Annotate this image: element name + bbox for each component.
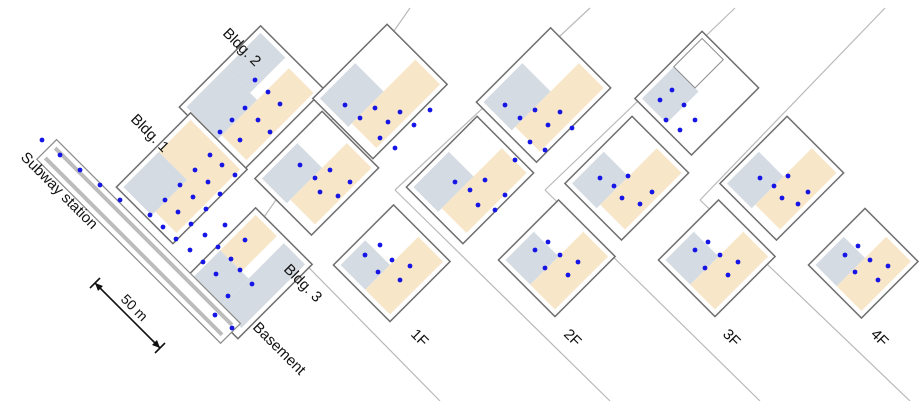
floor-label-1f: 1F bbox=[407, 326, 431, 350]
2f-bottom-plan bbox=[497, 198, 617, 318]
2f-middle-plan bbox=[405, 115, 535, 245]
3f-top-plan bbox=[633, 30, 760, 157]
basement-nodes bbox=[39, 77, 283, 331]
panel-2f bbox=[405, 26, 617, 318]
floor-label-3f: 3F bbox=[719, 326, 743, 350]
basement-panel bbox=[35, 24, 326, 345]
divider-3f-4f-top bbox=[699, 7, 886, 201]
3f-bottom-plan bbox=[657, 198, 777, 318]
4f-middle-plan bbox=[718, 115, 845, 242]
floor-label-2f: 2F bbox=[560, 326, 584, 350]
bldg2-basement-plan bbox=[178, 24, 326, 172]
1f-bottom-plan bbox=[332, 203, 452, 323]
3f-nodes bbox=[597, 87, 741, 278]
1f-top-plan bbox=[311, 23, 449, 160]
subway-strip bbox=[35, 138, 242, 345]
1f-nodes bbox=[297, 102, 433, 283]
1f-middle-plan bbox=[253, 110, 380, 237]
panel-3f bbox=[563, 30, 777, 318]
basement-label: Basement bbox=[249, 319, 309, 379]
bldg1-label: Bldg. 1 bbox=[127, 111, 172, 156]
divider-1f-2f-bottom bbox=[394, 189, 611, 401]
bldg1-basement-plan bbox=[115, 111, 249, 245]
scale-bar: 50 m bbox=[89, 277, 166, 354]
4f-nodes bbox=[757, 173, 891, 283]
3f-middle-plan bbox=[563, 115, 690, 242]
2f-top-plan bbox=[475, 26, 612, 164]
panel-1f bbox=[253, 23, 452, 323]
floor-label-4f: 4F bbox=[867, 326, 891, 350]
4f-bottom-plan bbox=[807, 207, 920, 320]
scale-bar-label: 50 m bbox=[118, 291, 151, 324]
panel-4f bbox=[718, 115, 920, 320]
2f-nodes bbox=[452, 102, 581, 278]
